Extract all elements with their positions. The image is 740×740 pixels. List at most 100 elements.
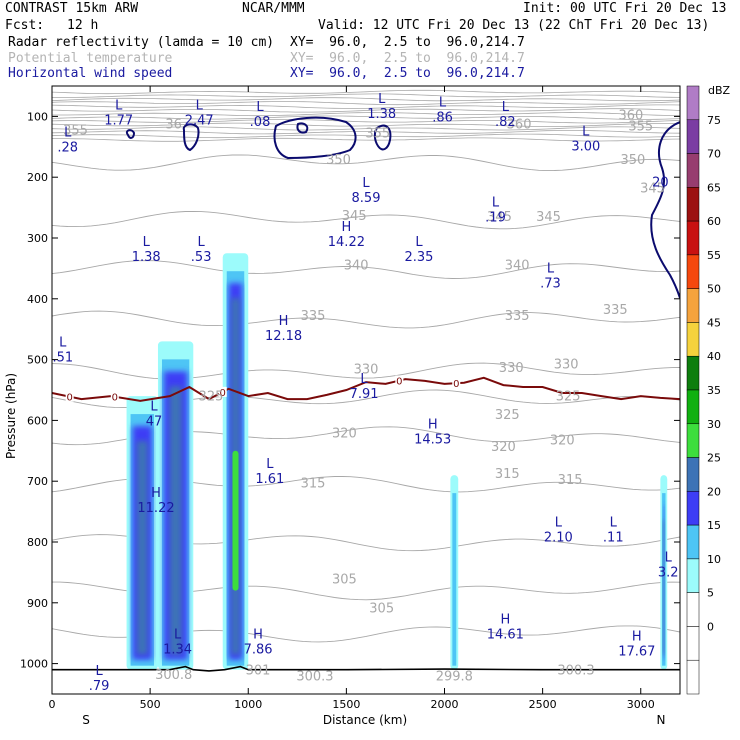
colorbar-swatch	[686, 524, 700, 560]
wind-extremum-value: 14.61	[487, 628, 524, 643]
wind-extremum-type: L	[547, 261, 555, 276]
theta-contour-label: 300.3	[296, 670, 333, 685]
wind-contour-20	[373, 124, 392, 151]
wind-extremum-value: 2.35	[405, 250, 434, 265]
wind-extremum-type: H	[500, 613, 510, 628]
theta-contour-label: 335	[505, 309, 530, 324]
freezing-level-label-bg	[218, 386, 227, 397]
reflectivity-cell-peak	[232, 450, 239, 591]
colorbar-swatch	[686, 659, 700, 695]
theta-contour-label: 330	[354, 363, 379, 378]
wind-extremum-value: .73	[540, 276, 561, 291]
x-tick-label: 1500	[332, 698, 360, 711]
wind-contour-label: 20	[652, 175, 669, 190]
theta-contour	[52, 310, 680, 329]
theta-contour-label: 355	[628, 119, 653, 134]
wind-contour-20	[650, 121, 680, 299]
theta-contour	[52, 112, 680, 117]
theta-contour	[52, 154, 680, 172]
wind-extremum-type: L	[582, 124, 590, 139]
theta-contour-label: 301	[246, 664, 271, 679]
wind-extremum-value: .53	[191, 250, 212, 265]
colorbar-swatch	[686, 153, 700, 188]
colorbar-label: 30	[707, 418, 721, 431]
colorbar-swatch	[686, 592, 700, 627]
wind-extremum-type: H	[632, 630, 642, 645]
wind-extremum-value: .19	[485, 211, 506, 226]
theta-contour-label: 360	[619, 108, 644, 123]
theta-contour	[52, 130, 680, 135]
colorbar-label: 70	[707, 148, 721, 161]
wind-extremum-value: .08	[250, 115, 271, 130]
colorbar-swatch	[686, 254, 700, 289]
x-tick-label: 3000	[627, 698, 655, 711]
y-tick-label: 300	[27, 232, 48, 245]
wind-extremum-value: 1.38	[132, 250, 161, 265]
colorbar-label: 0	[707, 620, 714, 633]
wind-extremum-type: L	[198, 235, 206, 250]
theta-contour	[52, 260, 680, 279]
wind-extremum-value: 1.61	[255, 472, 284, 487]
wind-contour-20	[296, 122, 309, 134]
freezing-level-label: 0	[220, 388, 226, 399]
theta-contour	[52, 126, 680, 131]
colorbar-label: 15	[707, 519, 721, 532]
terrain-line	[52, 665, 680, 672]
wind-extremum-value: 1.77	[104, 113, 133, 128]
theta-contour	[52, 104, 680, 109]
colorbar-label: 40	[707, 350, 721, 363]
wind-extremum-type: H	[253, 627, 263, 642]
wind-extremum-type: L	[378, 92, 386, 107]
org-name: NCAR/MMM	[242, 1, 305, 16]
theta-contour	[52, 122, 680, 128]
wind-extremum-type: H	[341, 220, 351, 235]
freezing-level-label-bg	[110, 391, 119, 402]
colorbar-swatch	[686, 220, 700, 256]
colorbar-swatch	[686, 355, 700, 391]
wind-extremum-type: L	[266, 457, 274, 472]
colorbar-swatch	[686, 288, 700, 323]
theta-contour-label: 36	[165, 118, 182, 133]
theta-contour-label: 325	[556, 389, 581, 404]
reflectivity-field	[126, 253, 668, 670]
x-tick-label: 2500	[529, 698, 557, 711]
theta-contour-label: 345	[536, 210, 561, 225]
wind-extremum-value: .82	[495, 115, 516, 130]
theta-contour-label: 299.8	[436, 670, 473, 685]
field-xy-reflectivity: XY= 96.0, 2.5 to 96.0,214.7	[290, 35, 525, 50]
y-tick-label: 400	[27, 293, 48, 306]
valid-time: Valid: 12 UTC Fri 20 Dec 13 (22 ChT Fri …	[318, 18, 710, 33]
y-tick-label: 600	[27, 414, 48, 427]
colorbar-swatch	[686, 389, 700, 425]
theta-contour	[52, 137, 680, 142]
theta-contour-label: 315	[558, 473, 583, 488]
freezing-level-label-bg	[395, 375, 404, 386]
field-xy-wind: XY= 96.0, 2.5 to 96.0,214.7	[290, 66, 525, 81]
wind-extremum-value: 12.18	[265, 329, 302, 344]
theta-contour-label: 350	[620, 153, 645, 168]
freezing-level-label-bg	[452, 378, 461, 389]
model-name: CONTRAST 15km ARW	[5, 1, 139, 16]
x-axis-title: Distance (km)	[323, 713, 407, 727]
theta-contour-label: 340	[505, 259, 530, 274]
wind-extremum-value: 2.47	[185, 113, 214, 128]
y-tick-label: 100	[27, 110, 48, 123]
wind-extremum-value: 14.22	[328, 235, 365, 250]
theta-contours	[52, 89, 680, 643]
y-tick-label: 500	[27, 354, 48, 367]
theta-contour	[52, 210, 680, 230]
wind-extremum-value: 3.2	[658, 566, 679, 581]
wind-extremum-type: L	[439, 95, 447, 110]
theta-contour-label: 335	[603, 303, 628, 318]
theta-contour	[52, 133, 680, 139]
freezing-level-label: 0	[66, 393, 72, 404]
x-tick-label: 500	[140, 698, 161, 711]
wind-extremum-type: L	[555, 515, 563, 530]
wind-extremum-type: L	[174, 627, 182, 642]
wind-extremum-value: 17.67	[618, 645, 655, 660]
field-name-theta: Potential temperature	[8, 51, 173, 66]
wind-extremum-type: L	[59, 335, 67, 350]
y-tick-label: 1000	[20, 658, 48, 671]
